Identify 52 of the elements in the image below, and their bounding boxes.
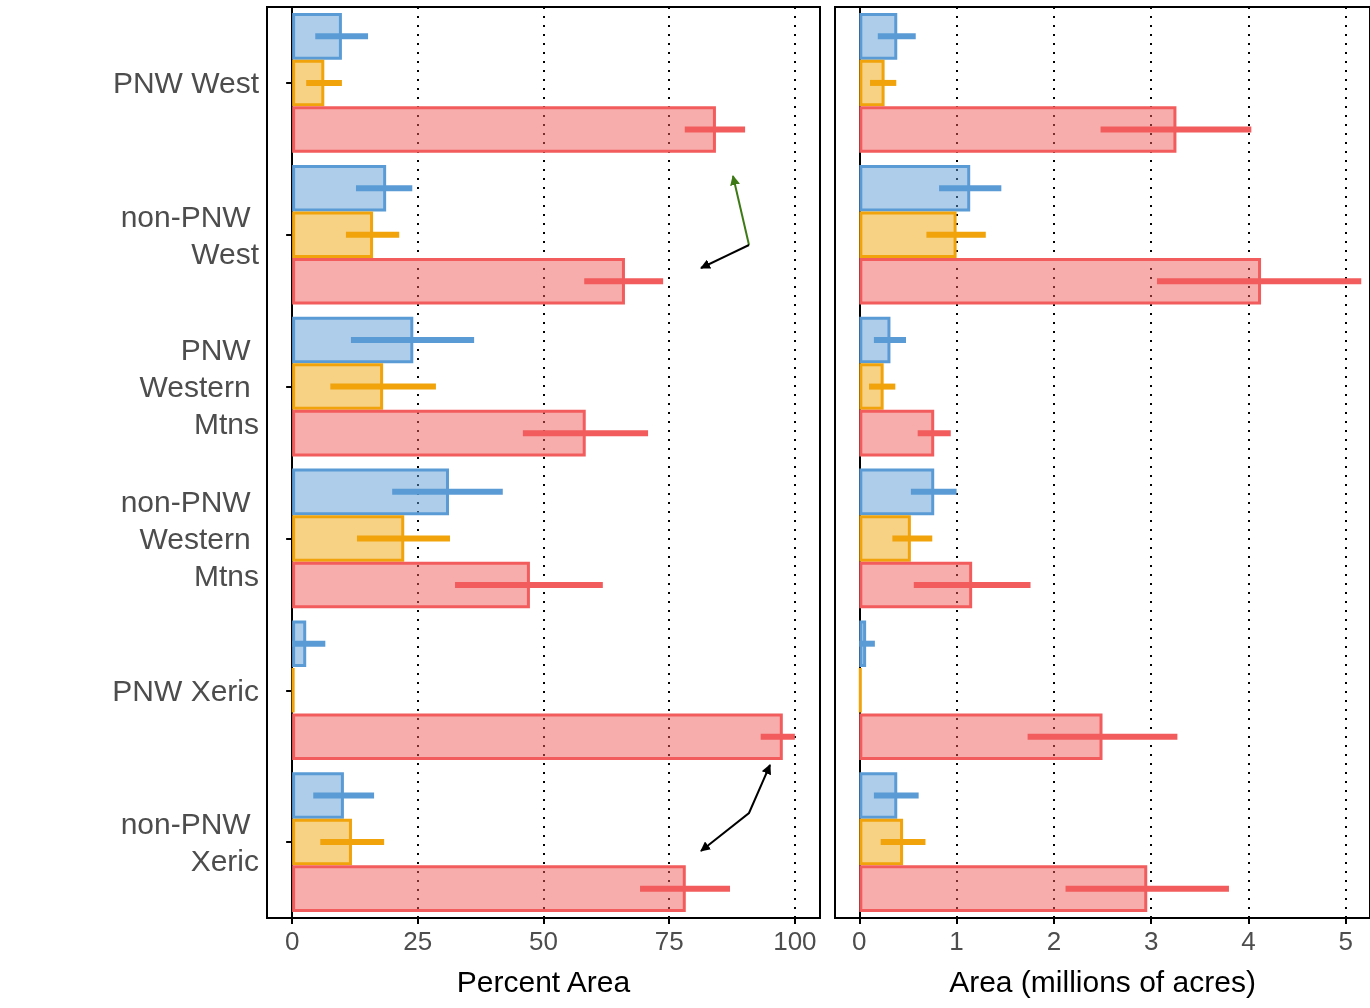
x-axis-title: Area (millions of acres) <box>949 964 1256 998</box>
bar <box>859 363 884 410</box>
x-tick-label: 75 <box>654 926 684 956</box>
bar <box>859 713 1103 761</box>
x-tick-label: 50 <box>529 926 558 956</box>
bar <box>292 59 325 107</box>
bar <box>292 316 414 364</box>
x-tick-label: 3 <box>1143 926 1159 956</box>
bar <box>292 772 344 819</box>
x-tick-label: 100 <box>773 926 817 956</box>
bar <box>859 106 1177 153</box>
bar <box>859 409 935 457</box>
bar <box>859 164 971 212</box>
bar <box>292 818 352 866</box>
bar <box>292 363 384 410</box>
bar <box>292 561 530 609</box>
x-tick-label: 25 <box>403 926 433 956</box>
y-tick-label: PNW West <box>112 66 260 100</box>
x-tick-label: 0 <box>284 926 300 956</box>
y-tick-label: non-PNW West <box>120 199 260 270</box>
bar <box>859 211 957 259</box>
bar <box>859 865 1148 912</box>
bar <box>292 13 342 60</box>
bar <box>292 106 716 153</box>
bar <box>859 59 885 107</box>
x-axis-title: Percent Area <box>456 964 631 998</box>
bar <box>292 713 783 761</box>
y-tick-label: non-PNW Xeric <box>120 807 259 878</box>
bar <box>292 515 405 562</box>
bar <box>859 772 898 819</box>
x-tick-label: 4 <box>1241 926 1256 956</box>
x-tick-label: 5 <box>1338 926 1353 956</box>
y-tick-label: non-PNW Western Mtns <box>120 484 259 592</box>
bar <box>859 316 891 364</box>
bar <box>859 13 898 60</box>
bar <box>292 468 449 516</box>
bar <box>859 515 911 562</box>
y-tick-label: PNW Xeric <box>112 673 259 707</box>
x-tick-label: 0 <box>852 926 867 956</box>
bar <box>292 409 586 457</box>
bar <box>292 211 374 259</box>
bar <box>859 818 904 866</box>
bar <box>292 164 387 212</box>
x-tick-label: 1 <box>949 926 964 956</box>
bar <box>859 468 935 516</box>
x-tick-label: 2 <box>1046 926 1062 956</box>
bar <box>292 865 686 912</box>
bar <box>859 620 867 667</box>
y-tick-label: PNW Western Mtns <box>139 333 259 441</box>
bar <box>292 258 625 305</box>
bar <box>859 258 1262 305</box>
bar <box>859 561 973 609</box>
